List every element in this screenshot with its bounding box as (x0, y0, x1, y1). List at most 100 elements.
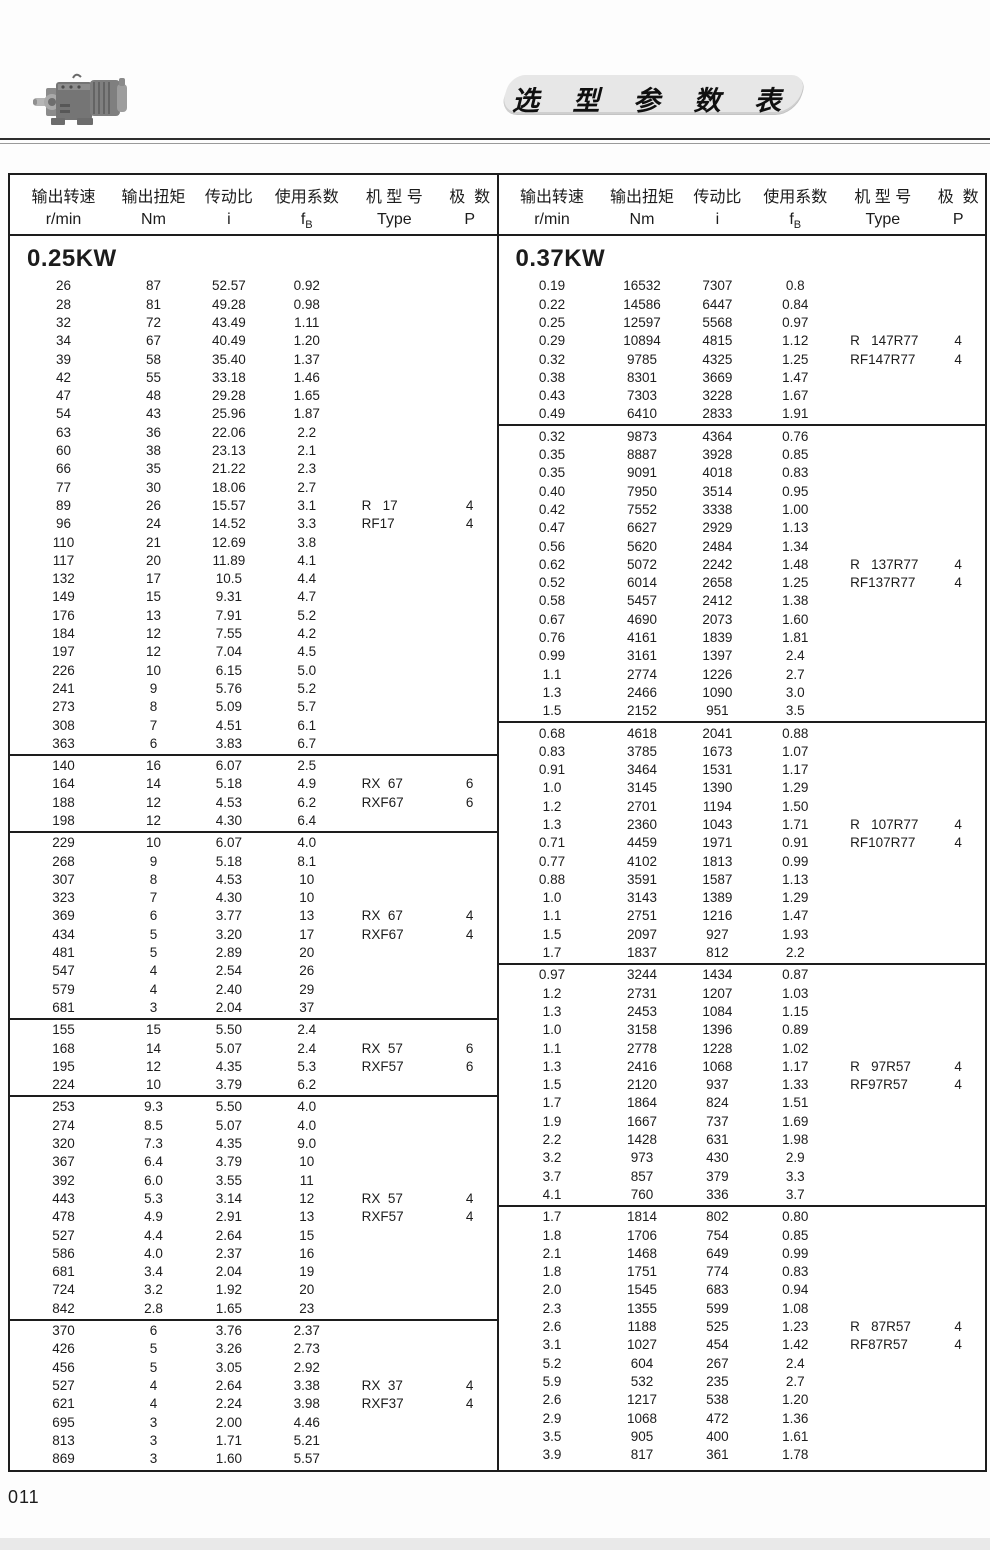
cell-ratio: 11.89 (212, 552, 246, 568)
cell-ratio: 1090 (702, 684, 733, 700)
cell-torque: 81 (145, 296, 162, 312)
cell-ratio: 21.22 (212, 461, 246, 477)
cell-service-factor: 1.42 (782, 1337, 809, 1353)
cell-ratio: 267 (706, 1355, 729, 1371)
cell-service-factor: 26 (299, 963, 315, 979)
table-row: 155 15 5.50 2.4 (10, 1021, 497, 1039)
table-row: 26 87 52.57 0.92 (10, 277, 497, 295)
table-row: 63 36 22.06 2.2 (10, 423, 497, 441)
cell-torque: 12 (145, 794, 162, 810)
cell-service-factor: 1.48 (782, 556, 809, 572)
cell-speed: 77 (55, 479, 72, 495)
table-row: 478 4.9 2.91 13 RXF57 4 (10, 1208, 497, 1226)
cell-torque: 15 (145, 589, 162, 605)
table-section: 26 87 52.57 0.92 28 81 49.28 0.98 32 72 43.49 1.11 3… (10, 276, 497, 754)
cell-ratio: 2.91 (215, 1209, 243, 1225)
cell-service-factor: 2.7 (785, 666, 805, 682)
cell-ratio: 6.07 (215, 835, 243, 851)
cell-torque: 20 (145, 552, 162, 568)
cell-ratio: 1068 (702, 1058, 733, 1074)
table-row: 1.5 2097 927 1.93 (499, 925, 986, 943)
cell-speed: 1.8 (542, 1264, 562, 1280)
cell-speed: 2.6 (542, 1392, 562, 1408)
cell-torque: 6627 (626, 520, 658, 536)
cell-ratio: 812 (706, 945, 729, 961)
cell-speed: 724 (52, 1282, 75, 1298)
cell-ratio: 5.76 (215, 680, 243, 696)
cell-service-factor: 5.2 (297, 680, 317, 696)
cell-service-factor: 1.03 (782, 985, 809, 1001)
table-row: 195 12 4.35 5.3 RXF57 6 (10, 1057, 497, 1075)
table-section: 229 10 6.07 4.0 268 9 5.18 8.1 307 8 4.53 10 323 7 4.3… (10, 830, 497, 1018)
cell-service-factor: 2.37 (293, 1323, 320, 1339)
table-row: 813 3 1.71 5.21 (10, 1431, 497, 1449)
table-row: 42 55 33.18 1.46 (10, 368, 497, 386)
cell-speed: 164 (52, 776, 75, 792)
cell-ratio: 235 (706, 1373, 729, 1389)
table-row: 367 6.4 3.79 10 (10, 1153, 497, 1171)
cell-service-factor: 2.2 (785, 945, 805, 961)
cell-speed: 253 (52, 1099, 75, 1115)
table-row: 0.38 8301 3669 1.47 (499, 368, 986, 386)
cell-speed: 1.5 (542, 703, 562, 719)
table-row: 1.0 3143 1389 1.29 (499, 889, 986, 907)
cell-torque: 4.9 (144, 1209, 163, 1225)
cell-speed: 63 (55, 424, 72, 440)
cell-torque: 1864 (626, 1095, 658, 1111)
table-row: 434 5 3.20 17 RXF67 4 (10, 925, 497, 943)
cell-ratio: 33.18 (212, 369, 246, 385)
table-row: 1.3 2466 1090 3.0 (499, 684, 986, 702)
table-row: 39 58 35.40 1.37 (10, 350, 497, 368)
table-row: 241 9 5.76 5.2 (10, 680, 497, 698)
cell-torque: 58 (145, 351, 162, 367)
selection-parameter-table: 输出转速 输出扭矩 传动比 使用系数 机 型 号 极 数 r/min Nm i … (8, 173, 987, 1472)
cell-service-factor: 5.0 (297, 662, 317, 678)
cell-ratio: 1396 (702, 1022, 733, 1038)
table-section: 0.19 16532 7307 0.8 0.22 14586 6447 0.84 0.25 125… (499, 276, 986, 424)
fb-main: f (789, 211, 794, 228)
cell-service-factor: 2.7 (785, 1373, 805, 1389)
table-row: 229 10 6.07 4.0 (10, 834, 497, 852)
cell-torque: 4.0 (144, 1245, 163, 1261)
cell-ratio: 599 (706, 1300, 729, 1316)
table-row: 2.0 1545 683 0.94 (499, 1281, 986, 1299)
cell-service-factor: 1.29 (782, 890, 809, 906)
cell-torque: 2152 (626, 703, 658, 719)
power-label-037kw: 0.37KW (515, 245, 606, 272)
table-row: 2.9 1068 472 1.36 (499, 1409, 986, 1427)
cell-torque: 12597 (623, 314, 661, 330)
cell-torque: 4161 (626, 630, 658, 646)
cell-torque: 4 (149, 1377, 158, 1393)
table-row: 0.56 5620 2484 1.34 (499, 537, 986, 555)
cell-speed: 241 (52, 680, 75, 696)
table-row: 0.97 3244 1434 0.87 (499, 966, 986, 984)
cell-torque: 7552 (626, 501, 658, 517)
cell-service-factor: 1.15 (782, 1003, 809, 1019)
cell-torque: 12 (145, 644, 162, 660)
table-row: 4.1 760 336 3.7 (499, 1186, 986, 1204)
cell-ratio: 22.06 (212, 424, 246, 440)
cell-torque: 2097 (626, 926, 658, 942)
cell-torque: 10894 (623, 333, 661, 349)
cell-ratio: 3.20 (215, 926, 243, 942)
cell-ratio: 2.89 (215, 945, 243, 961)
cell-ratio: 9.31 (215, 589, 243, 605)
cell-torque: 6.4 (144, 1154, 163, 1170)
cell-torque: 2731 (626, 985, 658, 1001)
cell-torque: 7950 (626, 483, 658, 499)
table-row: 579 4 2.40 29 (10, 980, 497, 998)
table-row: 869 3 1.60 5.57 (10, 1450, 497, 1468)
cell-torque: 2360 (626, 817, 658, 832)
table-row: 307 8 4.53 10 (10, 871, 497, 889)
cell-ratio: 3.14 (215, 1190, 243, 1206)
cell-service-factor: 10 (299, 871, 315, 887)
header-row-cn: 输出转速 输出扭矩 传动比 使用系数 机 型 号 极 数 (499, 183, 986, 207)
col-ratio-cn: 传动比 (204, 189, 253, 206)
cell-poles: 4 (954, 1319, 962, 1335)
cell-type: R 17 (361, 497, 398, 513)
cell-speed: 0.29 (538, 333, 566, 349)
cell-torque: 1667 (626, 1113, 658, 1129)
table-row: 77 30 18.06 2.7 (10, 478, 497, 496)
cell-ratio: 4.30 (215, 890, 243, 906)
cell-service-factor: 1.12 (782, 333, 809, 349)
